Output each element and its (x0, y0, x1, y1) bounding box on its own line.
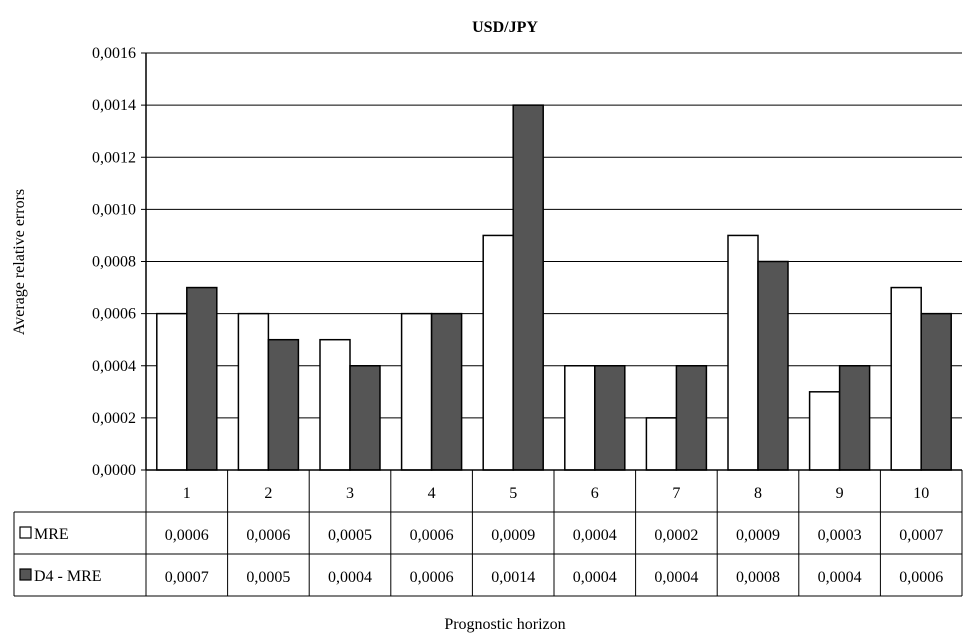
x-tick-label: 9 (836, 485, 844, 502)
data-label: 0,0006 (246, 527, 290, 544)
bar-mre (238, 314, 268, 470)
x-axis-label: Prognostic horizon (444, 616, 565, 633)
data-label: 0,0009 (736, 527, 780, 544)
bar-d4-mre (758, 262, 788, 471)
bar-mre (157, 314, 187, 470)
data-label: 0,0004 (573, 527, 617, 544)
legend-label: MRE (34, 526, 69, 543)
bar-mre (483, 235, 513, 470)
data-label: 0,0006 (410, 527, 454, 544)
bars (157, 105, 951, 470)
data-table: 1 2 3 4 5 6 7 8 9 10 MRE 0,0006 0,0006 0,0005 0,0006 0,… (14, 470, 962, 596)
bar-d4-mre (350, 366, 380, 470)
data-label: 0,0004 (573, 569, 617, 586)
x-tick-label: 3 (346, 485, 354, 502)
x-tick-label: 10 (913, 485, 929, 502)
y-tick-label: 0,0004 (92, 358, 136, 375)
data-label: 0,0004 (328, 569, 372, 586)
chart-title: USD/JPY (472, 19, 538, 36)
data-label: 0,0008 (736, 569, 780, 586)
x-tick-label: 7 (672, 485, 680, 502)
x-tick-label: 8 (754, 485, 762, 502)
x-tick-label: 4 (428, 485, 436, 502)
data-label: 0,0006 (899, 569, 943, 586)
bar-d4-mre (513, 105, 543, 470)
bar-d4-mre (840, 366, 870, 470)
data-label: 0,0009 (491, 527, 535, 544)
bar-d4-mre (676, 366, 706, 470)
legend-swatch (20, 527, 31, 538)
bar-mre (402, 314, 432, 470)
y-tick-label: 0,0014 (92, 97, 136, 114)
bar-d4-mre (268, 340, 298, 470)
x-tick-label: 1 (183, 485, 191, 502)
legend-label: D4 - MRE (34, 568, 102, 585)
data-label: 0,0004 (818, 569, 862, 586)
data-label: 0,0005 (246, 569, 290, 586)
bar-d4-mre (595, 366, 625, 470)
data-label: 0,0007 (899, 527, 943, 544)
data-label: 0,0007 (165, 569, 209, 586)
data-label: 0,0006 (165, 527, 209, 544)
bar-mre (891, 288, 921, 470)
y-tick-label: 0,0006 (92, 306, 136, 323)
bar-d4-mre (432, 314, 462, 470)
y-axis-ticks: 0,0000 0,0002 0,0004 0,0006 0,0008 0,0010 0,00… (92, 45, 146, 479)
data-label: 0,0003 (818, 527, 862, 544)
x-tick-label: 6 (591, 485, 599, 502)
x-tick-label: 5 (509, 485, 517, 502)
data-label: 0,0006 (410, 569, 454, 586)
y-tick-label: 0,0010 (92, 201, 136, 218)
y-tick-label: 0,0000 (92, 462, 136, 479)
bar-mre (646, 418, 676, 470)
bar-mre (728, 235, 758, 470)
data-label: 0,0002 (654, 527, 698, 544)
y-tick-label: 0,0016 (92, 45, 136, 62)
y-tick-label: 0,0012 (92, 149, 136, 166)
bar-d4-mre (921, 314, 951, 470)
bar-mre (320, 340, 350, 470)
data-label: 0,0004 (654, 569, 698, 586)
y-tick-label: 0,0002 (92, 410, 136, 427)
bar-mre (565, 366, 595, 470)
x-tick-label: 2 (264, 485, 272, 502)
bar-mre (810, 392, 840, 470)
y-axis-label: Average relative errors (11, 189, 28, 335)
data-label: 0,0014 (491, 569, 535, 586)
legend-swatch (20, 569, 31, 580)
y-tick-label: 0,0008 (92, 254, 136, 271)
data-label: 0,0005 (328, 527, 372, 544)
bar-d4-mre (187, 288, 217, 470)
